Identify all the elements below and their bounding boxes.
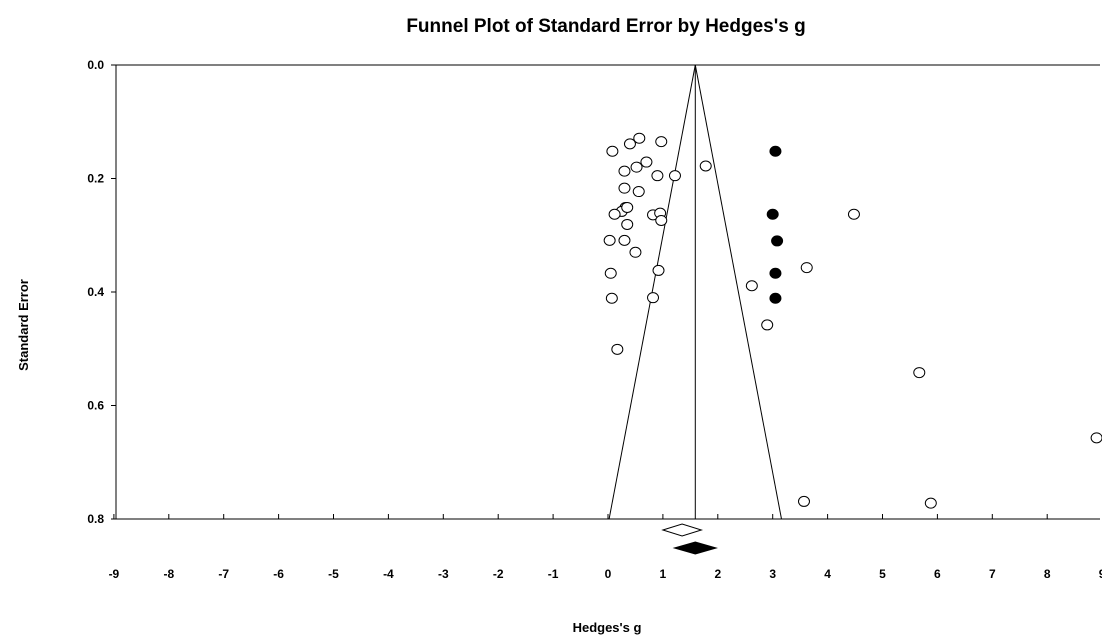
imputed-study-point xyxy=(769,145,782,157)
study-point xyxy=(618,165,631,177)
x-tick-label: -6 xyxy=(273,567,284,581)
study-point xyxy=(623,138,636,150)
x-tick-label: 8 xyxy=(1044,567,1051,581)
study-point xyxy=(605,292,618,304)
adjusted-summary-diamond xyxy=(672,541,718,555)
data-points xyxy=(603,132,1102,509)
x-tick-label: -3 xyxy=(438,567,449,581)
x-tick-label: 1 xyxy=(660,567,667,581)
imputed-study-point xyxy=(766,208,779,220)
study-point xyxy=(699,160,712,172)
x-tick-label: -8 xyxy=(163,567,174,581)
study-point xyxy=(604,267,617,279)
funnel-boundary-line xyxy=(694,64,782,520)
study-point xyxy=(621,218,634,230)
x-tick-label: -5 xyxy=(328,567,339,581)
study-point xyxy=(606,145,619,157)
study-point xyxy=(797,495,810,507)
x-tick-label: -1 xyxy=(548,567,559,581)
study-point xyxy=(640,156,653,168)
imputed-study-point xyxy=(769,292,782,304)
study-point xyxy=(800,262,813,274)
y-tick-label: 0.2 xyxy=(87,172,104,186)
summary-diamonds xyxy=(661,523,718,555)
imputed-study-point xyxy=(771,235,784,247)
study-point xyxy=(621,201,634,213)
study-point xyxy=(629,246,642,258)
study-point xyxy=(668,170,681,182)
study-point xyxy=(611,343,624,355)
x-axis-label: Hedges's g xyxy=(573,620,642,635)
x-tick-label: -4 xyxy=(383,567,394,581)
y-tick-label: 0.6 xyxy=(87,399,104,413)
x-tick-label: 2 xyxy=(714,567,721,581)
study-point xyxy=(632,186,645,198)
x-tick-label: 4 xyxy=(824,567,831,581)
x-tick-label: 0 xyxy=(605,567,612,581)
study-point xyxy=(655,214,668,226)
imputed-study-point xyxy=(769,267,782,279)
study-point xyxy=(745,280,758,292)
study-point xyxy=(630,161,643,173)
study-point xyxy=(652,264,665,276)
x-tick-label: 6 xyxy=(934,567,941,581)
observed-summary-diamond xyxy=(661,523,704,537)
study-point xyxy=(618,182,631,194)
x-tick-label: -2 xyxy=(493,567,504,581)
y-axis-label: Standard Error xyxy=(16,279,31,371)
x-tick-label: 9 xyxy=(1099,567,1102,581)
study-point xyxy=(913,367,926,379)
y-tick-label: 0.4 xyxy=(87,285,104,299)
x-tick-label: 3 xyxy=(769,567,776,581)
funnel-lines xyxy=(608,64,782,520)
y-tick-label: 0.8 xyxy=(87,512,104,526)
study-point xyxy=(651,170,664,182)
funnel-boundary-line xyxy=(608,64,696,520)
study-point xyxy=(924,497,937,509)
study-point xyxy=(655,136,668,148)
axes: 0.0 0.2 0.4 0.6 0.8 -9 -8 -7 -6 -5 -4 -3 -2 -1 0 1 2 3 4 5 6… xyxy=(87,58,1102,581)
study-point xyxy=(608,208,621,220)
study-point xyxy=(761,319,774,331)
study-point xyxy=(603,234,616,246)
x-tick-label: -9 xyxy=(109,567,120,581)
study-point xyxy=(1090,432,1102,444)
x-tick-label: -7 xyxy=(218,567,229,581)
study-point xyxy=(618,234,631,246)
study-point xyxy=(847,208,860,220)
study-point xyxy=(647,292,660,304)
x-tick-label: 5 xyxy=(879,567,886,581)
y-tick-label: 0.0 xyxy=(87,58,104,72)
study-point xyxy=(633,132,646,144)
chart-title: Funnel Plot of Standard Error by Hedges'… xyxy=(406,16,805,37)
x-tick-label: 7 xyxy=(989,567,996,581)
